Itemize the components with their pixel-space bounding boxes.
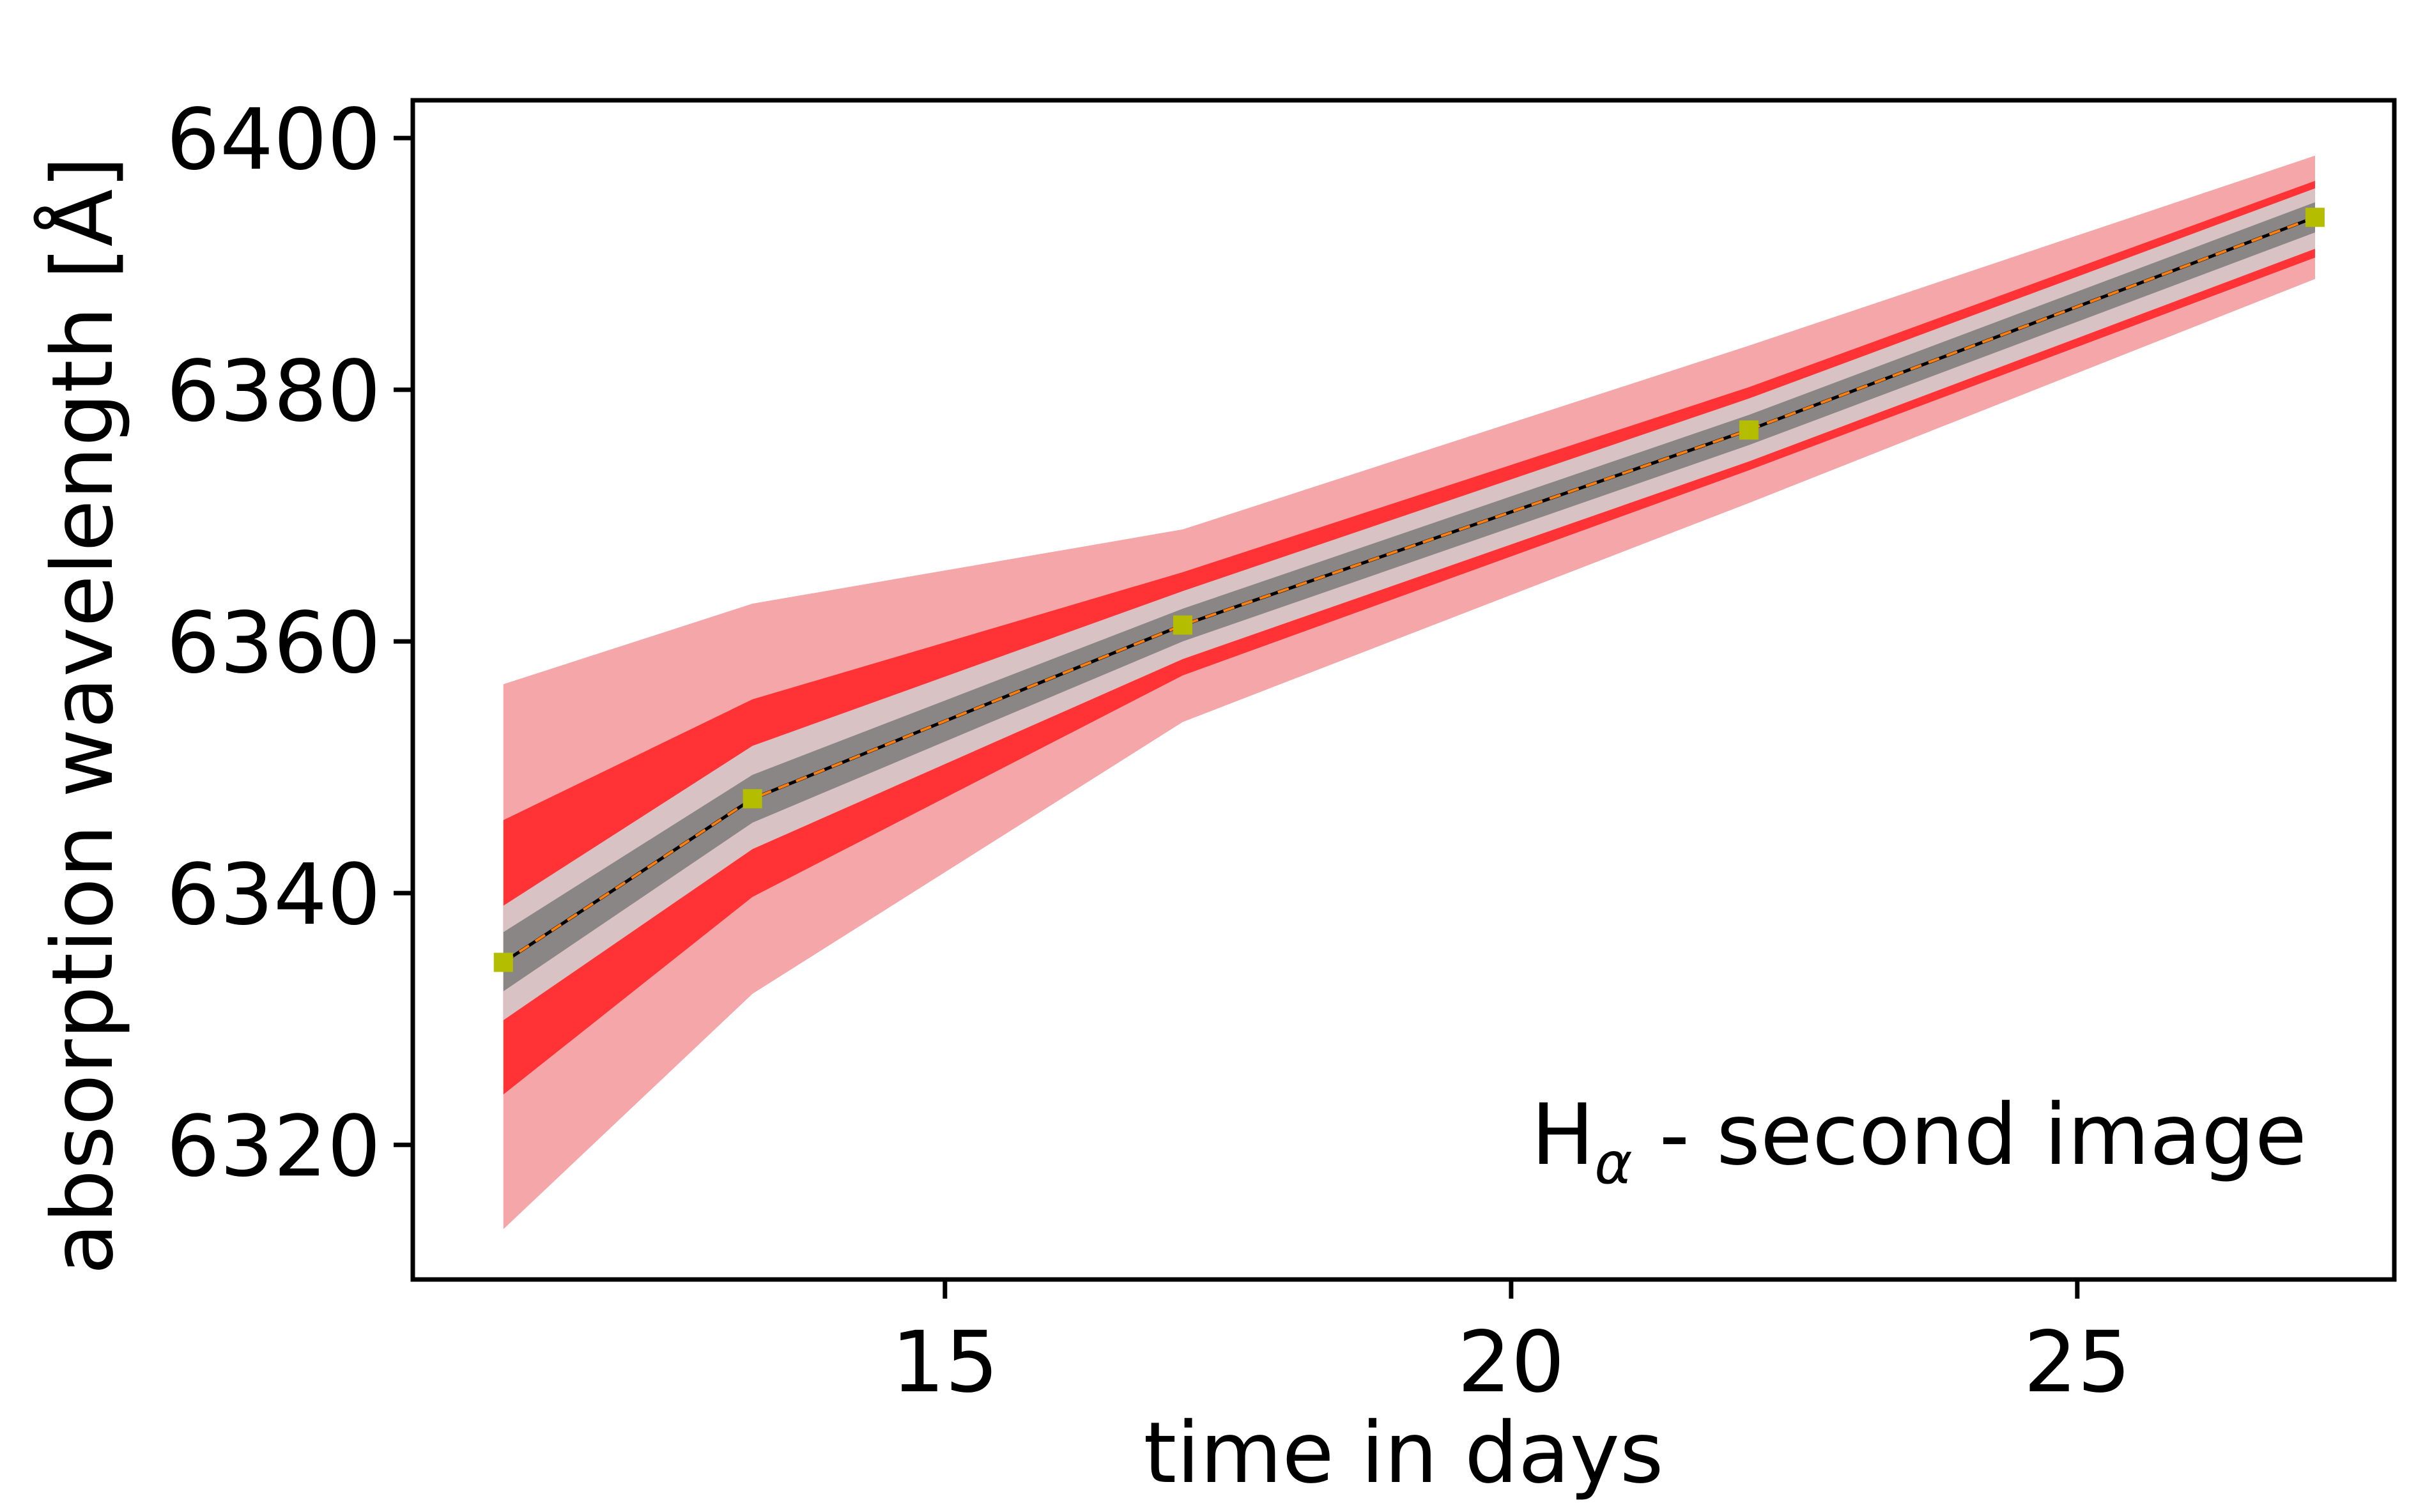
- y-tick-label-1: 6340: [166, 846, 381, 944]
- y-tick-label-0: 6320: [166, 1097, 381, 1196]
- x-axis-ticks: 15 20 25: [891, 1279, 2131, 1412]
- confidence-band-3: [503, 202, 2315, 991]
- data-point-0: [493, 952, 513, 972]
- x-tick-label-0: 15: [891, 1313, 999, 1412]
- data-markers: [493, 208, 2325, 972]
- data-point-2: [1173, 615, 1192, 635]
- plot-frame: [410, 98, 2397, 1282]
- annotation-main: H: [1531, 1086, 1594, 1184]
- chart-annotation: Hα - second image: [1531, 1086, 2307, 1197]
- data-point-4: [2305, 208, 2325, 227]
- y-tick-label-2: 6360: [166, 594, 381, 692]
- data-point-3: [1739, 420, 1759, 440]
- x-tick-label-2: 25: [2024, 1313, 2131, 1412]
- confidence-bands: [503, 155, 2315, 1230]
- annotation-rest: - second image: [1633, 1086, 2307, 1184]
- y-axis-label: absorption wavelength [Å]: [33, 156, 132, 1274]
- x-tick-label-1: 20: [1458, 1313, 1565, 1412]
- y-tick-label-4: 6400: [166, 91, 381, 189]
- y-axis-ticks: 6320 6340 6360 6380 6400: [166, 91, 413, 1196]
- series-dashed-line: [502, 216, 2316, 964]
- y-tick-label-3: 6380: [166, 342, 381, 441]
- x-axis-label: time in days: [1143, 1404, 1663, 1502]
- data-point-1: [743, 789, 762, 809]
- annotation-subscript: α: [1594, 1130, 1632, 1197]
